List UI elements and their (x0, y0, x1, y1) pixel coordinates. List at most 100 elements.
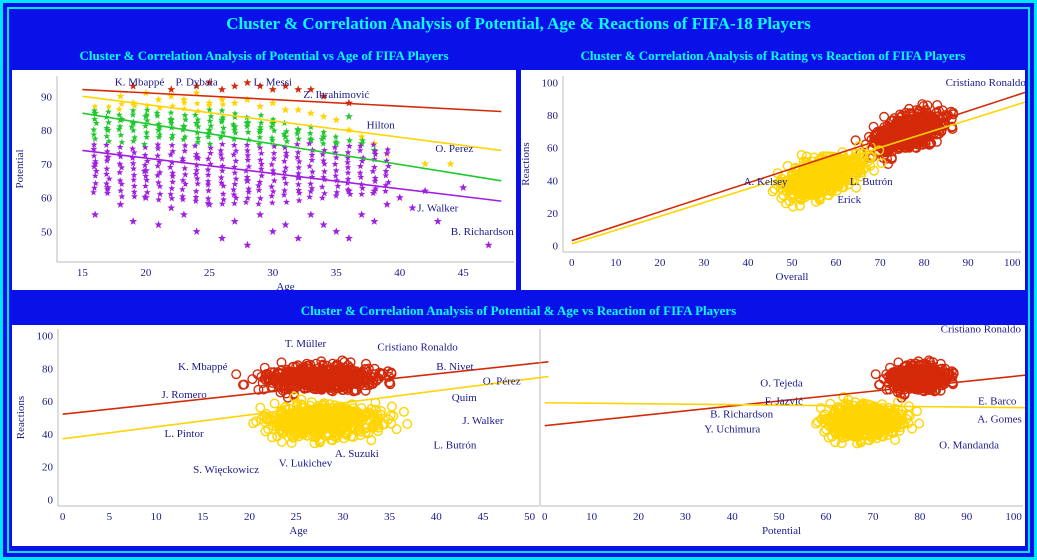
c3-cluster-point (914, 363, 925, 374)
c0-star-point (204, 171, 212, 178)
c0-star-point (179, 185, 186, 193)
c2-annotation-label: L. Pintor (165, 428, 204, 440)
c0-star-point (382, 181, 390, 189)
c0-star-point (245, 185, 253, 192)
c0-star-point (270, 177, 278, 184)
c1-x-tick-label: 90 (963, 257, 975, 269)
c0-star-point (408, 203, 417, 212)
c3-cluster-point (820, 413, 831, 424)
c0-star-point (232, 157, 240, 164)
c2-cluster-point (269, 398, 280, 409)
c0-star-point (219, 114, 227, 121)
c0-star-point (244, 118, 252, 126)
c1-x-tick-label: 70 (875, 257, 887, 269)
c0-star-point (116, 168, 124, 176)
c0-star-point (167, 151, 175, 158)
c0-star-point (230, 151, 238, 158)
c0-star-point (307, 135, 315, 142)
c1-cluster-point (826, 179, 837, 190)
c0-star-point (256, 133, 264, 141)
c0-star-point (309, 168, 316, 175)
c0-star-point (116, 143, 124, 150)
c0-star-point (446, 159, 455, 168)
c2-trend-line (62, 360, 549, 416)
c2-x-tick-label: 10 (151, 511, 163, 523)
c0-star-point (103, 165, 111, 172)
c0-star-point (306, 129, 314, 137)
c2-cluster-point (259, 410, 270, 421)
c0-star-point (105, 137, 113, 145)
c0-star-point (143, 133, 151, 141)
c1-cluster-point (917, 139, 928, 150)
c1-cluster-point (882, 120, 893, 131)
c0-star-point (320, 157, 327, 164)
c1-cluster-point (821, 162, 832, 173)
c0-star-point (257, 194, 264, 202)
c0-star-point (230, 186, 237, 193)
c0-star-point (345, 234, 353, 242)
c0-star-point (179, 157, 187, 164)
c0-star-point (205, 187, 212, 194)
c0-star-point (319, 220, 328, 229)
chart1-panel: 15 20 25 30 35 40 45 50 60 70 80 90 Age Potential K. M… (12, 70, 516, 293)
c3-cluster-point (862, 415, 873, 426)
c3-cluster-point (832, 422, 843, 433)
c0-star-point (308, 184, 316, 192)
c0-star-point (130, 165, 137, 172)
c0-star-point (243, 177, 251, 184)
c0-annotation-label: Z. Ibrahimović (303, 89, 369, 101)
c0-star-point (91, 115, 98, 123)
c0-star-point (115, 125, 123, 133)
c1-y-tick-label: 60 (547, 143, 559, 155)
c3-cluster-point (874, 379, 885, 390)
c0-star-point (141, 143, 149, 151)
c0-star-point (318, 194, 326, 201)
c0-star-point (369, 167, 377, 175)
c2-cluster-point (305, 376, 316, 387)
c0-star-point (333, 188, 341, 196)
c1-cluster-point (904, 103, 915, 114)
c0-star-point (217, 174, 225, 181)
c0-star-point (143, 106, 151, 113)
c0-star-point (231, 163, 238, 170)
c0-star-point (217, 134, 225, 141)
c3-cluster-point (847, 430, 858, 441)
c0-star-point (256, 128, 264, 135)
c0-star-point (191, 111, 199, 118)
c0-star-point (166, 163, 174, 171)
c0-star-point (92, 157, 99, 165)
c2-cluster-point (354, 370, 365, 381)
c1-cluster-point (767, 186, 778, 197)
c0-annotation-label: P. Dybala (176, 76, 218, 88)
c0-star-point (256, 81, 265, 90)
c3-cluster-point (826, 421, 837, 432)
c1-cluster-point (869, 165, 880, 176)
c2-cluster-point (292, 398, 303, 409)
c0-star-point (295, 197, 303, 204)
c0-star-point (218, 167, 226, 174)
c3-cluster-point (894, 425, 905, 436)
c0-star-point (307, 187, 315, 195)
c2-x-tick-label: 15 (197, 511, 209, 523)
c0-star-point (268, 192, 276, 199)
c0-star-point (296, 189, 303, 196)
c0-star-point (268, 227, 277, 235)
c2-cluster-point (345, 357, 356, 368)
c2-cluster-point (352, 371, 363, 382)
c2-y-tick-label: 60 (42, 396, 54, 408)
c2-cluster-point (386, 401, 397, 412)
c2-cluster-point (299, 410, 310, 421)
c0-star-point (421, 159, 430, 168)
c0-star-point (256, 178, 264, 186)
c0-star-point (255, 186, 263, 194)
c0-star-point (295, 158, 303, 165)
c0-star-point (169, 102, 176, 109)
c3-x-tick-label: 20 (633, 511, 645, 523)
c0-star-point (345, 112, 353, 120)
c3-cluster-point (935, 358, 946, 369)
c0-y-tick-label: 70 (41, 159, 53, 171)
c0-star-point (344, 163, 352, 171)
c0-star-point (331, 143, 339, 151)
c0-star-point (156, 168, 164, 176)
c0-star-point (294, 125, 302, 133)
